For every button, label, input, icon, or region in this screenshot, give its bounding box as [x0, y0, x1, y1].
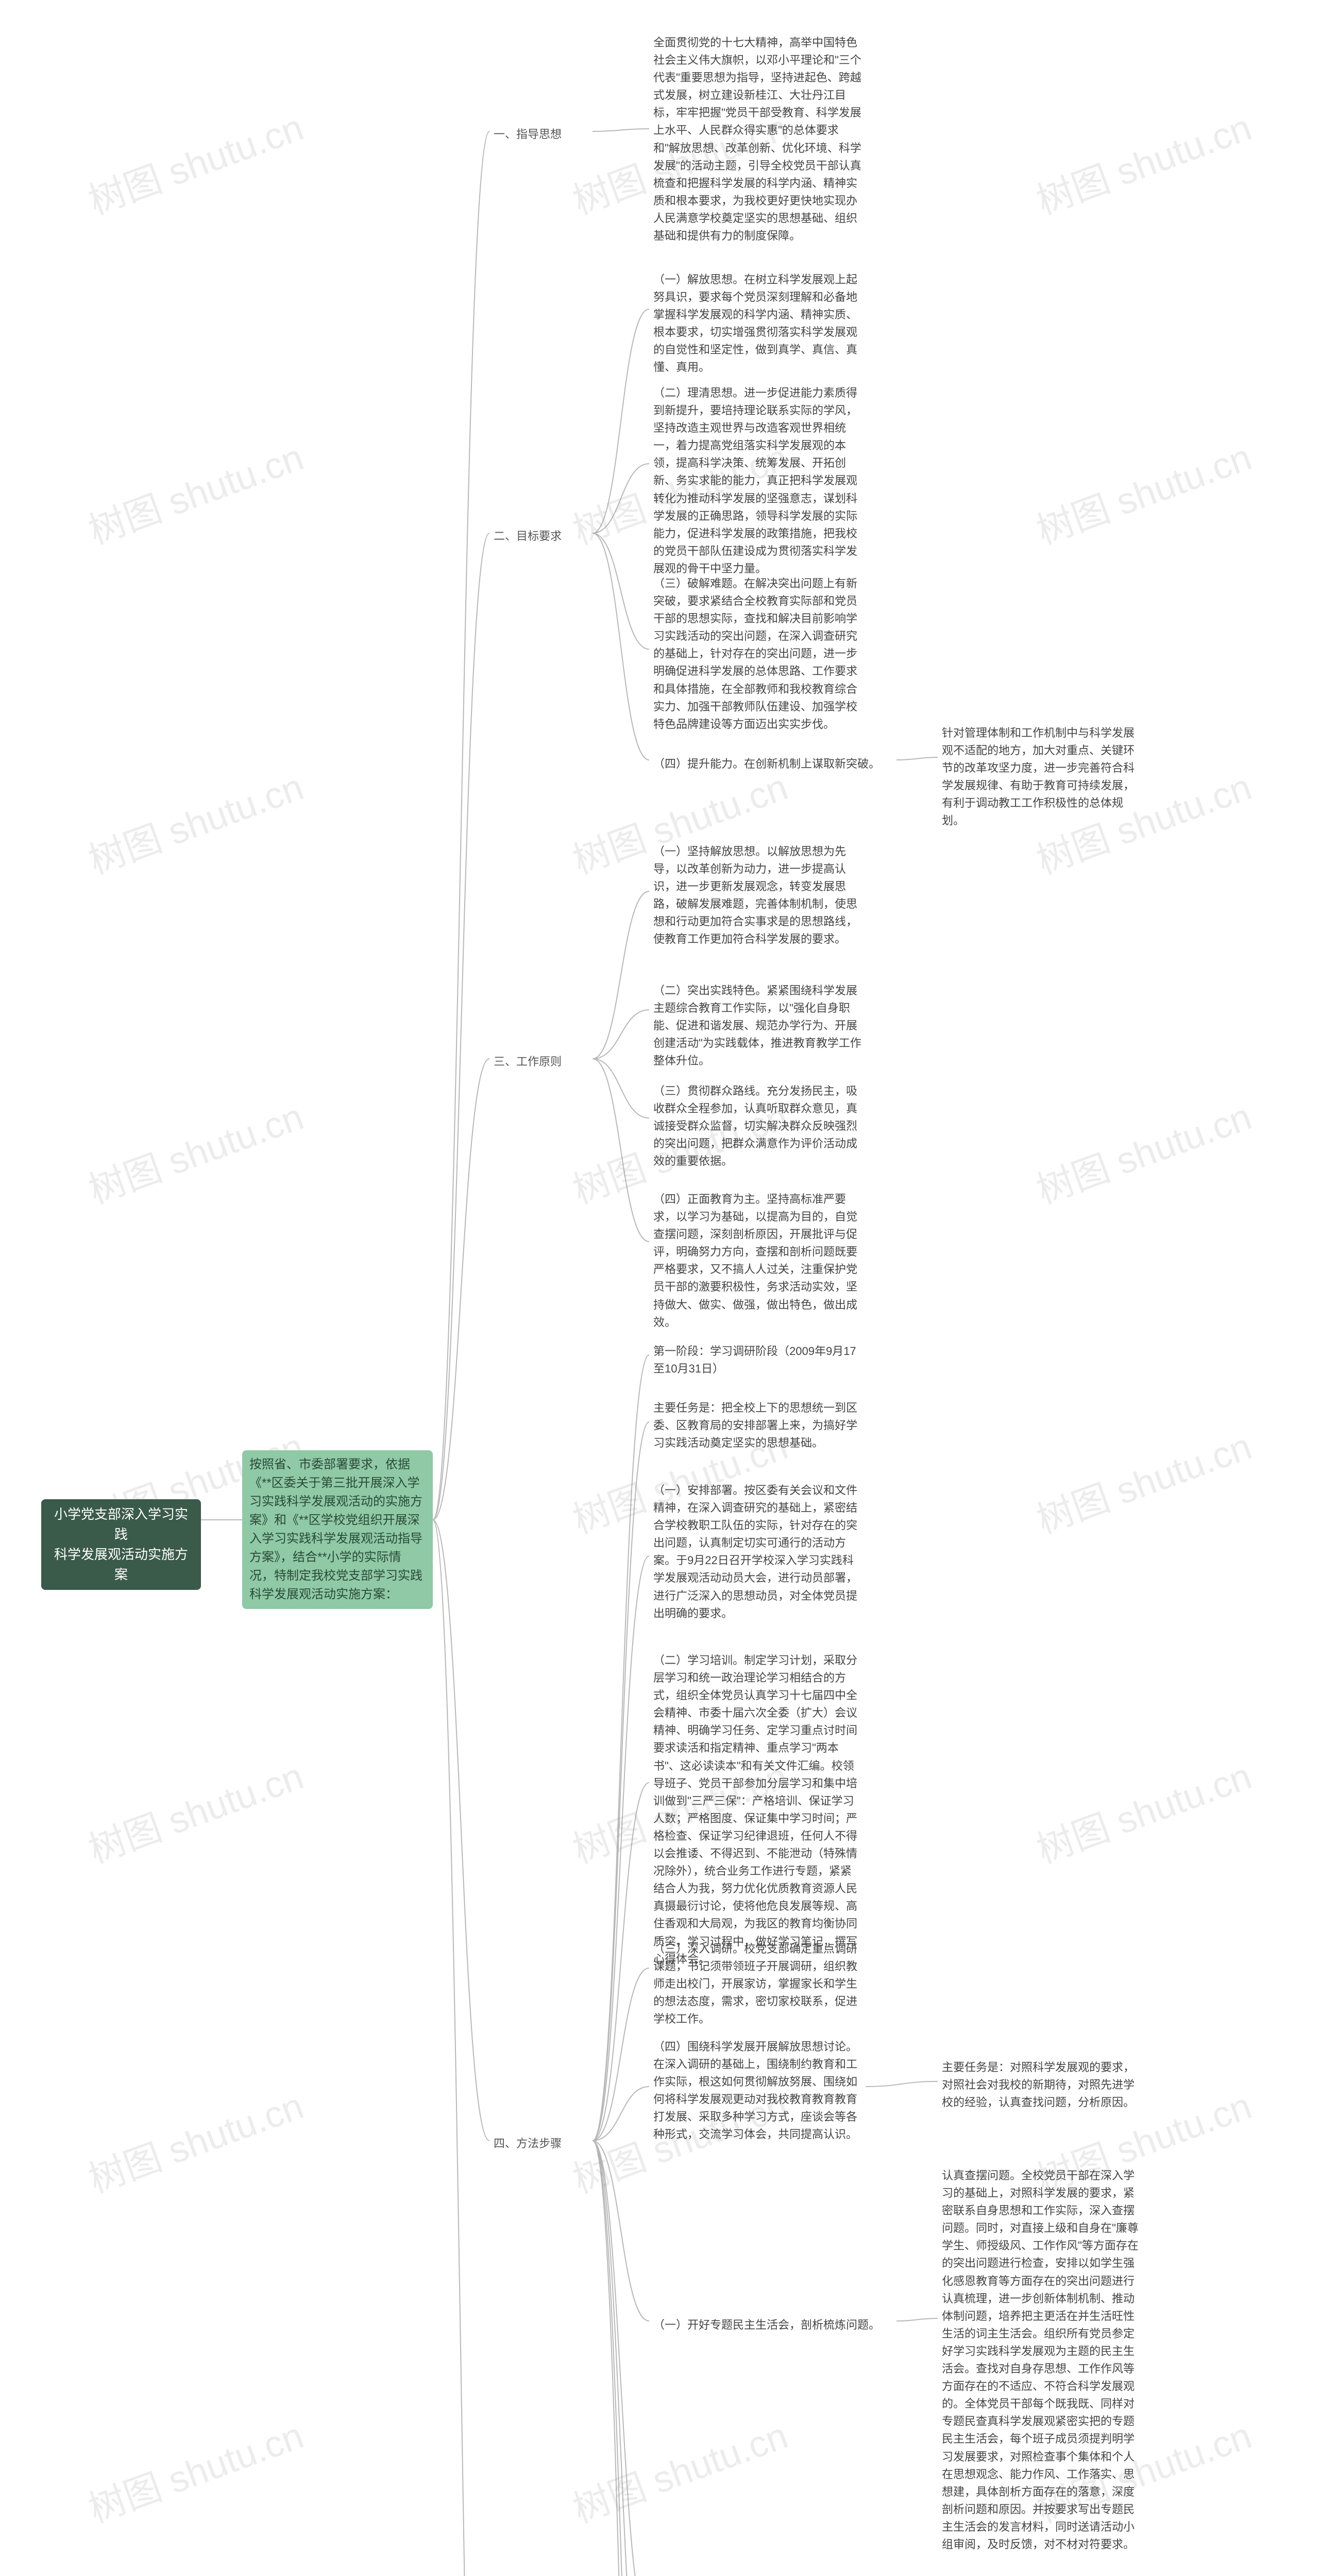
- section-title: 指导思想: [516, 128, 562, 141]
- s3-leaf-2: （三）贯彻群众路线。充分发扬民主，吸收群众全程参加，认真听取群众意见，真诚接受群…: [649, 1079, 866, 1173]
- s4-leaf-2: （一）安排部署。按区委有关会议和文件精神，在深入调查研究的基础上，紧密结合学校教…: [649, 1479, 866, 1625]
- section-title: 目标要求: [516, 530, 562, 543]
- s3-leaf-0: （一）坚持解放思想。以解放思想为先导，以改革创新为动力，进一步提高认识，进一步更…: [649, 840, 866, 952]
- section-num: 四、: [494, 2137, 516, 2150]
- watermark: 树图 shutu.cn: [1028, 1416, 1258, 1544]
- s4-leaf-4: （三）深入调研。校党支部确定重点调研课题，书记须带领班子开展调研，组织教师走出校…: [649, 1937, 866, 2031]
- watermark: 树图 shutu.cn: [564, 2405, 794, 2533]
- section-3-label: 三、工作原则: [489, 1051, 593, 1072]
- watermark: 树图 shutu.cn: [80, 1087, 310, 1214]
- s2-leaf-3: （四）提升能力。在创新机制上谋取新突破。: [649, 752, 897, 776]
- watermark: 树图 shutu.cn: [80, 2076, 310, 2204]
- s2-leaf-2: （三）破解难题。在解决突出问题上有新突破，要求紧结合全校教育实际部和党员干部的思…: [649, 572, 866, 736]
- section-title: 方法步骤: [516, 2137, 562, 2150]
- watermark: 树图 shutu.cn: [1028, 1087, 1258, 1214]
- s3-leaf-3: （四）正面教育为主。坚持高标准严要求，以学习为基础，以提高为目的，自觉查摆问题，…: [649, 1188, 866, 1334]
- s2-leaf-1: （二）理清思想。进一步促进能力素质得到新提升，要培持理论联系实际的学风，坚持改造…: [649, 381, 866, 581]
- section-num: 三、: [494, 1055, 516, 1068]
- s4-leaf-5: （四）围绕科学发展开展解放思想讨论。在深入调研的基础上，围绕制约教育和工作实际，…: [649, 2035, 866, 2147]
- intro-text: 按照省、市委部署要求，依据《**区委关于第三批开展深入学习实践科学发展观活动的实…: [249, 1458, 422, 1601]
- intro-node: 按照省、市委部署要求，依据《**区委关于第三批开展深入学习实践科学发展观活动的实…: [242, 1450, 433, 1609]
- s4-leaf-3: （二）学习培训。制定学习计划，采取分层学习和统一政治理论学习相结合的方式，组织全…: [649, 1649, 866, 1971]
- root-title: 小学党支部深入学习实践科学发展观活动实施方案: [41, 1499, 201, 1590]
- s2-leaf-3-tail: 针对管理体制和工作机制中与科学发展观不适配的地方，加大对重点、关键环节的改革攻坚…: [938, 721, 1149, 833]
- watermark: 树图 shutu.cn: [80, 1746, 310, 1874]
- section-1-label: 一、指导思想: [489, 124, 593, 145]
- s4-leaf-6: （一）开好专题民主生活会，剖析梳炼问题。: [649, 2313, 897, 2337]
- s4-leaf-1: 主要任务是：把全校上下的思想统一到区委、区教育局的安排部署上来，为搞好学习实践活…: [649, 1396, 866, 1455]
- root-title-text: 小学党支部深入学习实践科学发展观活动实施方案: [54, 1506, 188, 1582]
- s2-leaf-0: （一）解放思想。在树立科学发展观上起努具识，要求每个党员深刻理解和必备地掌握科学…: [649, 268, 866, 380]
- watermark: 树图 shutu.cn: [80, 757, 310, 885]
- s4-leaf-6-tail: 认真查摆问题。全校党员干部在深入学习的基础上，对照科学发展的要求，紧密联系自身思…: [938, 2164, 1149, 2556]
- s4-leaf-5-tail: 主要任务是：对照科学发展观的要求，对照社会对我校的新期待，对照先进学校的经验，认…: [938, 2056, 1149, 2114]
- watermark: 树图 shutu.cn: [80, 427, 310, 555]
- watermark: 树图 shutu.cn: [1028, 427, 1258, 555]
- section-title: 工作原则: [516, 1055, 562, 1068]
- s3-leaf-1: （二）突出实践特色。紧紧围绕科学发展主题综合教育工作实际，以"强化自身职能、促进…: [649, 979, 866, 1073]
- watermark: 树图 shutu.cn: [1028, 97, 1258, 225]
- s1-leaf-0: 全面贯彻党的十七大精神，高举中国特色社会主义伟大旗帜，以邓小平理论和"三个代表"…: [649, 31, 866, 248]
- section-2-label: 二、目标要求: [489, 526, 593, 547]
- section-num: 二、: [494, 530, 516, 543]
- section-4-label: 四、方法步骤: [489, 2133, 593, 2154]
- s4-leaf-0: 第一阶段：学习调研阶段（2009年9月17至10月31日）: [649, 1340, 866, 1381]
- watermark: 树图 shutu.cn: [1028, 1746, 1258, 1874]
- watermark: 树图 shutu.cn: [80, 2405, 310, 2533]
- section-num: 一、: [494, 128, 516, 141]
- watermark: 树图 shutu.cn: [80, 97, 310, 225]
